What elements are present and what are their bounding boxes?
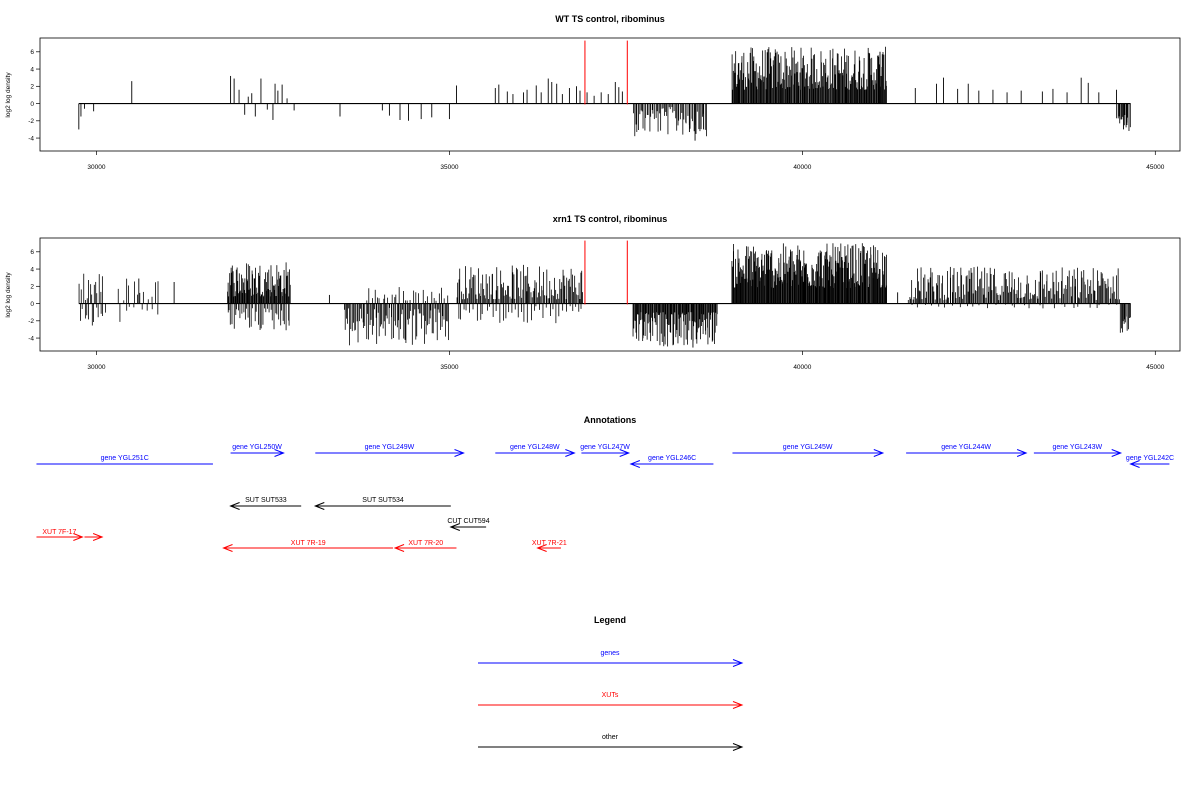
y-tick-label: 4 bbox=[30, 66, 34, 73]
arrow-head bbox=[92, 533, 104, 541]
arrow-head bbox=[1111, 449, 1123, 457]
y-tick-label: 4 bbox=[30, 266, 34, 273]
arrow-head bbox=[619, 449, 631, 457]
y-tick-label: -4 bbox=[28, 135, 34, 142]
legend: Legend genes XUTs other bbox=[478, 615, 744, 751]
y-tick-label: 6 bbox=[30, 49, 34, 56]
y-tick-label: 0 bbox=[30, 301, 34, 308]
arrow-head bbox=[732, 701, 744, 709]
feature-label: XUT 7R-20 bbox=[408, 540, 443, 547]
feature-label: gene YGL244W bbox=[941, 444, 991, 451]
legend-title: Legend bbox=[594, 615, 626, 625]
x-tick-label: 30000 bbox=[87, 164, 105, 171]
x-tick-label: 30000 bbox=[87, 364, 105, 371]
feature-label: gene YGL248W bbox=[510, 444, 560, 451]
feature-gene-ygl249w: gene YGL249W bbox=[315, 444, 465, 457]
feature-label: XUT 7R-21 bbox=[532, 540, 567, 547]
arrow-head bbox=[274, 449, 285, 457]
y-axis-label: log2 log density bbox=[5, 272, 12, 318]
feature-label: SUT SUT533 bbox=[245, 497, 287, 504]
arrow-head bbox=[222, 544, 233, 552]
arrow-head bbox=[1129, 460, 1140, 468]
arrow-head bbox=[454, 449, 465, 457]
feature-label: gene YGL247W bbox=[580, 444, 630, 451]
legend-item-xuts: XUTs bbox=[478, 692, 744, 709]
arrow-head bbox=[449, 523, 461, 531]
feature-label: gene YGL243W bbox=[1052, 444, 1102, 451]
arrow-head bbox=[229, 502, 240, 510]
feature-gene-ygl242c: gene YGL242C bbox=[1126, 455, 1174, 468]
xrn1-coverage-panel: xrn1 TS control, ribominus log2 log dens… bbox=[5, 214, 1181, 371]
arrow-head bbox=[1016, 449, 1028, 457]
wt-coverage-panel: WT TS control, ribominus log2 log densit… bbox=[5, 14, 1181, 171]
arrow-head bbox=[565, 449, 576, 457]
arrow-head bbox=[73, 533, 84, 541]
feature-unlabeled bbox=[84, 533, 104, 541]
y-tick-label: -4 bbox=[28, 335, 34, 342]
feature-label: CUT CUT594 bbox=[447, 518, 489, 525]
legend-item-other: other bbox=[478, 734, 744, 751]
feature-label: XUT 7R-19 bbox=[291, 540, 326, 547]
feature-label: gene YGL251C bbox=[101, 455, 149, 462]
x-tick-label: 40000 bbox=[793, 364, 811, 371]
legend-label: XUTs bbox=[602, 692, 619, 699]
legend-item-genes: genes bbox=[478, 650, 744, 667]
panel-title: xrn1 TS control, ribominus bbox=[553, 214, 668, 224]
feature-gene-ygl251c: gene YGL251C bbox=[36, 455, 213, 465]
feature-xut-7r-20: XUT 7R-20 bbox=[393, 540, 457, 552]
arrow-head bbox=[732, 659, 744, 667]
feature-xut-7f-17: XUT 7F-17 bbox=[36, 529, 84, 541]
plot-frame bbox=[39, 237, 1181, 352]
annotations-title: Annotations bbox=[584, 415, 637, 425]
feature-xut-7r-21: XUT 7R-21 bbox=[532, 540, 567, 552]
arrow-head bbox=[873, 449, 885, 457]
y-axis-label: log2 log density bbox=[5, 72, 12, 118]
arrow-head bbox=[393, 544, 405, 552]
feature-gene-ygl246c: gene YGL246C bbox=[629, 455, 714, 468]
arrow-head bbox=[732, 743, 744, 751]
feature-gene-ygl248w: gene YGL248W bbox=[495, 444, 576, 457]
feature-gene-ygl250w: gene YGL250W bbox=[230, 444, 285, 457]
arrow-head bbox=[313, 502, 325, 510]
feature-label: SUT SUT534 bbox=[362, 497, 404, 504]
arrow-head bbox=[536, 544, 547, 552]
plot-frame bbox=[39, 37, 1181, 152]
x-tick-label: 45000 bbox=[1146, 164, 1164, 171]
feature-label: gene YGL246C bbox=[648, 455, 696, 462]
feature-gene-ygl244w: gene YGL244W bbox=[906, 444, 1028, 457]
feature-xut-7r-19: XUT 7R-19 bbox=[222, 540, 393, 552]
coverage-bars bbox=[78, 46, 1131, 141]
y-tick-label: 2 bbox=[30, 284, 34, 291]
y-tick-label: 6 bbox=[30, 249, 34, 256]
feature-label: XUT 7F-17 bbox=[42, 529, 76, 536]
feature-label: gene YGL242C bbox=[1126, 455, 1174, 462]
feature-gene-ygl243w: gene YGL243W bbox=[1033, 444, 1123, 457]
legend-label: other bbox=[602, 734, 619, 741]
y-tick-label: 0 bbox=[30, 101, 34, 108]
feature-label: gene YGL249W bbox=[365, 444, 415, 451]
x-tick-label: 40000 bbox=[793, 164, 811, 171]
y-tick-label: -2 bbox=[28, 318, 34, 325]
x-tick-label: 35000 bbox=[440, 364, 458, 371]
x-tick-label: 35000 bbox=[440, 164, 458, 171]
coverage-bars bbox=[78, 243, 1131, 348]
y-tick-label: 2 bbox=[30, 84, 34, 91]
arrow-head bbox=[629, 460, 641, 468]
feature-sut-sut534: SUT SUT534 bbox=[313, 497, 451, 510]
x-tick-label: 45000 bbox=[1146, 364, 1164, 371]
legend-label: genes bbox=[600, 650, 620, 657]
feature-label: gene YGL245W bbox=[783, 444, 833, 451]
feature-gene-ygl247w: gene YGL247W bbox=[580, 444, 630, 457]
feature-sut-sut533: SUT SUT533 bbox=[229, 497, 302, 510]
feature-cut-cut594: CUT CUT594 bbox=[447, 518, 490, 531]
feature-gene-ygl245w: gene YGL245W bbox=[732, 444, 885, 457]
annotations-track: Annotations gene YGL251C gene YGL250W gene… bbox=[36, 415, 1174, 552]
feature-label: gene YGL250W bbox=[232, 444, 282, 451]
y-tick-label: -2 bbox=[28, 118, 34, 125]
panel-title: WT TS control, ribominus bbox=[555, 14, 665, 24]
